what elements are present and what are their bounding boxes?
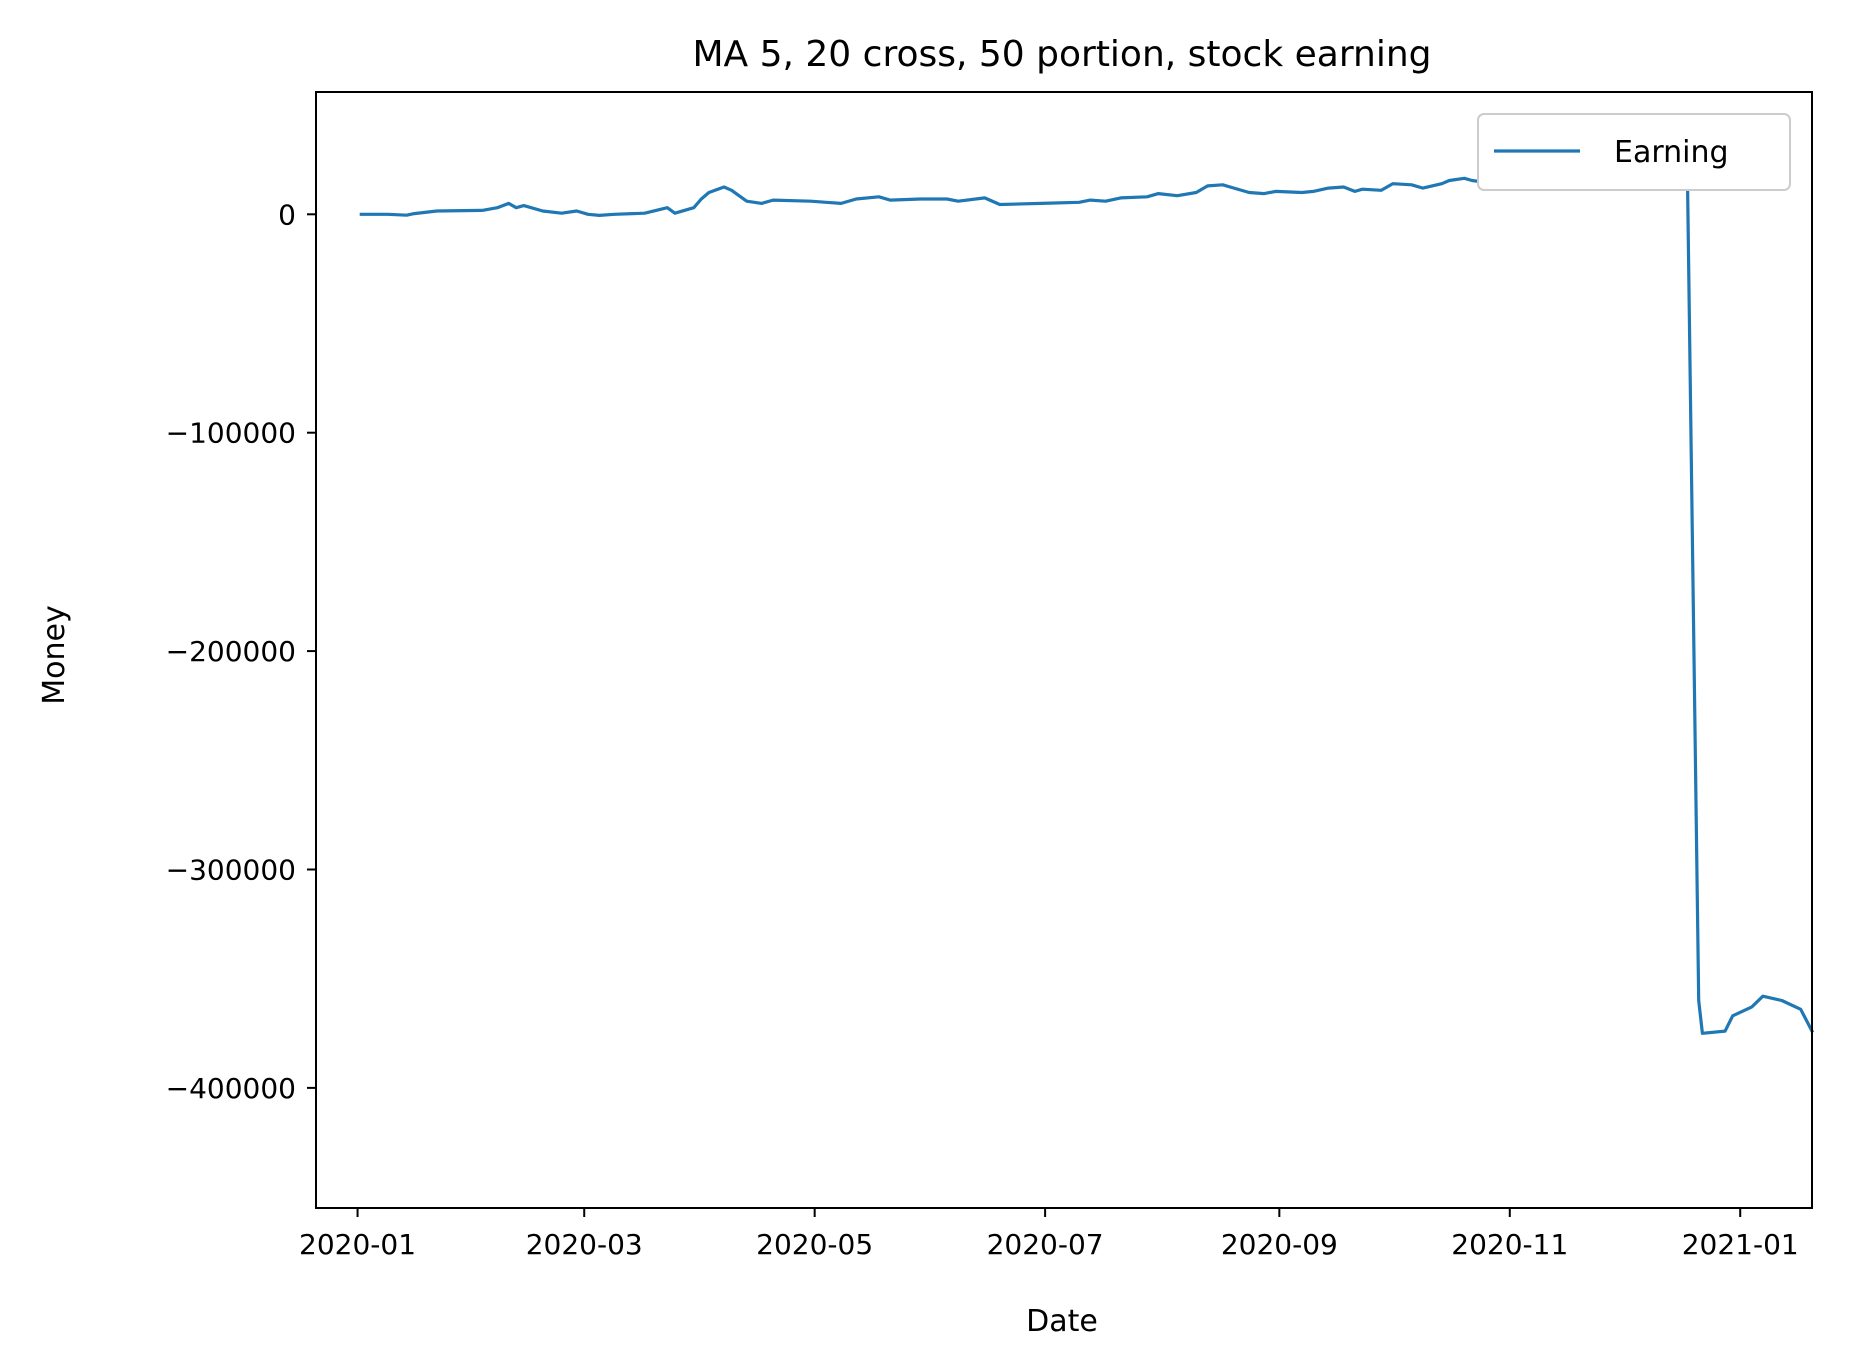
x-tick-label: 2020-03: [526, 1228, 643, 1261]
y-tick-label: 0: [278, 198, 296, 231]
plot-area: [316, 92, 1812, 1208]
x-axis-title: Date: [1026, 1304, 1098, 1339]
legend-box: [1477, 113, 1791, 191]
y-tick-label: −300000: [166, 853, 296, 886]
chart-title: MA 5, 20 cross, 50 portion, stock earnin…: [692, 34, 1431, 75]
x-tick-label: 2020-05: [756, 1228, 873, 1261]
plot-frame: [315, 91, 1813, 1209]
x-tick-label: 2021-01: [1682, 1228, 1799, 1261]
x-tick-label: 2020-09: [1221, 1228, 1338, 1261]
y-tick-label: −200000: [166, 635, 296, 668]
x-tick-label: 2020-07: [987, 1228, 1104, 1261]
x-axis: 2020-01 2020-03 2020-05 2020-07 2020-09 2020-…: [299, 1208, 1799, 1261]
x-tick-label: 2020-01: [299, 1228, 416, 1261]
legend: Earning: [1477, 113, 1791, 191]
y-axis: 0 −100000 −200000 −300000 −400000: [166, 198, 316, 1105]
legend-label: Earning: [1614, 135, 1729, 170]
y-axis-title: Money: [37, 605, 72, 704]
y-tick-label: −400000: [166, 1072, 296, 1105]
x-tick-label: 2020-11: [1451, 1228, 1568, 1261]
y-tick-label: −100000: [166, 417, 296, 450]
